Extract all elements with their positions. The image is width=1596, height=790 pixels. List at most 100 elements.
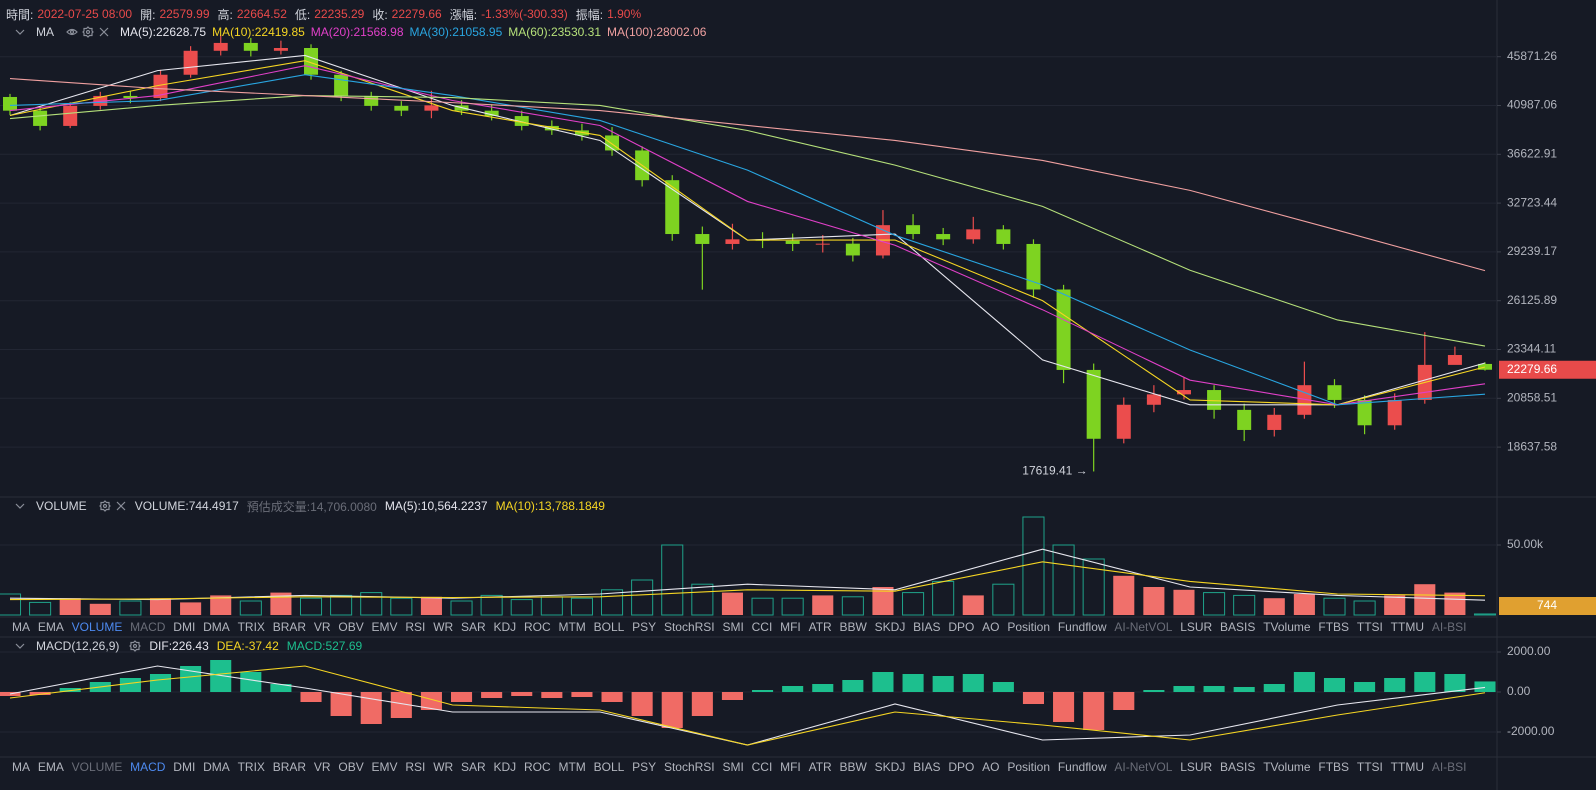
chevron-icon[interactable] (14, 26, 26, 38)
indicator-tab[interactable]: MA (12, 760, 30, 774)
indicator-tab[interactable]: BASIS (1220, 620, 1256, 634)
indicator-tab[interactable]: SMI (722, 760, 744, 774)
indicator-tab[interactable]: Fundflow (1057, 620, 1107, 634)
indicator-tab[interactable]: BRAR (272, 620, 307, 634)
indicator-tab[interactable]: StochRSI (663, 620, 715, 634)
legend-entry: MA(30):21058.95 (409, 25, 503, 39)
indicator-tab[interactable]: DMA (203, 760, 230, 774)
indicator-tab[interactable]: TVolume (1263, 620, 1311, 634)
indicator-tab[interactable]: WR (433, 760, 454, 774)
indicator-tab[interactable]: ATR (808, 760, 832, 774)
indicator-tab[interactable]: LSUR (1180, 760, 1213, 774)
gear-glyph (82, 26, 94, 38)
x-icon[interactable] (98, 26, 110, 38)
indicator-tab[interactable]: EMV (371, 620, 398, 634)
indicator-tab[interactable]: SKDJ (874, 760, 906, 774)
indicator-tab[interactable]: ROC (524, 760, 551, 774)
indicator-tab[interactable]: VOLUME (71, 620, 123, 634)
bar (420, 596, 442, 615)
indicator-tab[interactable]: AI-NetVOL (1114, 760, 1173, 774)
indicator-tab[interactable]: BIAS (913, 620, 941, 634)
indicator-tab[interactable]: SAR (461, 620, 486, 634)
indicator-tab[interactable]: Fundflow (1057, 760, 1107, 774)
indicator-tab[interactable]: LSUR (1180, 620, 1213, 634)
indicator-tab[interactable]: AI-BSI (1431, 620, 1467, 634)
indicator-tab[interactable]: EMA (37, 760, 64, 774)
indicator-tab[interactable]: DMI (173, 760, 196, 774)
gear-icon[interactable] (98, 500, 111, 512)
legend-entry: DIF:226.43 (149, 639, 209, 653)
indicator-tab[interactable]: WR (433, 620, 454, 634)
indicator-tab[interactable]: RSI (405, 760, 426, 774)
indicator-tab[interactable]: FTBS (1318, 760, 1350, 774)
indicator-tab[interactable]: BRAR (272, 760, 307, 774)
indicator-tab[interactable]: FTBS (1318, 620, 1350, 634)
indicator-tab[interactable]: VR (313, 760, 331, 774)
indicator-tab[interactable]: StochRSI (663, 760, 715, 774)
candle-body (1116, 404, 1131, 439)
indicator-tab[interactable]: DPO (948, 620, 975, 634)
indicator-tab[interactable]: TVolume (1263, 760, 1311, 774)
indicator-tab[interactable]: AI-BSI (1431, 760, 1467, 774)
indicator-tab[interactable]: OBV (338, 760, 364, 774)
gear-icon[interactable] (82, 26, 94, 38)
indicator-tab[interactable]: CCI (751, 760, 773, 774)
x-icon[interactable] (115, 500, 127, 512)
info-label: 高: (217, 7, 233, 22)
indicator-tab[interactable]: DMA (203, 620, 230, 634)
indicator-tab[interactable]: RSI (405, 620, 426, 634)
info-value: 22579.99 (159, 7, 210, 21)
indicator-tab[interactable]: AI-NetVOL (1114, 620, 1173, 634)
indicator-tab[interactable]: OBV (338, 620, 364, 634)
indicator-tab[interactable]: DMI (173, 620, 196, 634)
indicator-tab[interactable]: Position (1007, 620, 1051, 634)
bar (1053, 692, 1075, 722)
indicator-tab[interactable]: AO (982, 760, 1000, 774)
indicator-tab[interactable]: DPO (948, 760, 975, 774)
indicator-tab[interactable]: AO (982, 620, 1000, 634)
indicator-tab[interactable]: MACD (130, 620, 166, 634)
indicator-tab[interactable]: MTM (558, 620, 586, 634)
indicator-tab[interactable]: MFI (780, 620, 801, 634)
indicator-tab[interactable]: TTMU (1390, 760, 1424, 774)
indicator-tab[interactable]: KDJ (493, 620, 517, 634)
indicator-tab[interactable]: EMV (371, 760, 398, 774)
indicator-tab[interactable]: MACD (130, 760, 166, 774)
eye-icon[interactable] (66, 26, 78, 38)
indicator-tab[interactable]: BOLL (593, 620, 625, 634)
last-volume-box (1499, 597, 1596, 615)
bar (932, 676, 954, 692)
chevron-icon[interactable] (14, 640, 26, 652)
indicator-tab[interactable]: BIAS (913, 760, 941, 774)
indicator-tab[interactable]: PSY (632, 760, 657, 774)
indicator-tab[interactable]: BASIS (1220, 760, 1256, 774)
bar (59, 688, 81, 692)
indicator-tab[interactable]: PSY (632, 620, 657, 634)
indicator-tab[interactable]: BBW (839, 760, 867, 774)
indicator-tab[interactable]: Position (1007, 760, 1051, 774)
indicator-tab[interactable]: KDJ (493, 760, 517, 774)
indicator-tab[interactable]: TTSI (1356, 620, 1383, 634)
chevron-icon[interactable] (14, 500, 26, 512)
indicator-tab[interactable]: TRIX (237, 620, 265, 634)
indicator-tab[interactable]: MFI (780, 760, 801, 774)
indicator-tab[interactable]: SKDJ (874, 620, 906, 634)
gear-icon[interactable] (129, 640, 142, 652)
indicator-tab[interactable]: EMA (37, 620, 64, 634)
indicator-tab[interactable]: CCI (751, 620, 773, 634)
indicator-tab[interactable]: TTMU (1390, 620, 1424, 634)
bar (210, 660, 232, 692)
indicator-tab[interactable]: BOLL (593, 760, 625, 774)
indicator-tab[interactable]: TTSI (1356, 760, 1383, 774)
indicator-tab[interactable]: SMI (722, 620, 744, 634)
indicator-tab[interactable]: BBW (839, 620, 867, 634)
indicator-tab[interactable]: TRIX (237, 760, 265, 774)
x-glyph (99, 27, 109, 37)
indicator-tab[interactable]: VR (313, 620, 331, 634)
indicator-tab[interactable]: ROC (524, 620, 551, 634)
indicator-tab[interactable]: VOLUME (71, 760, 123, 774)
indicator-tab[interactable]: ATR (808, 620, 832, 634)
indicator-tab[interactable]: MTM (558, 760, 586, 774)
indicator-tab[interactable]: SAR (461, 760, 486, 774)
indicator-tab[interactable]: MA (12, 620, 30, 634)
